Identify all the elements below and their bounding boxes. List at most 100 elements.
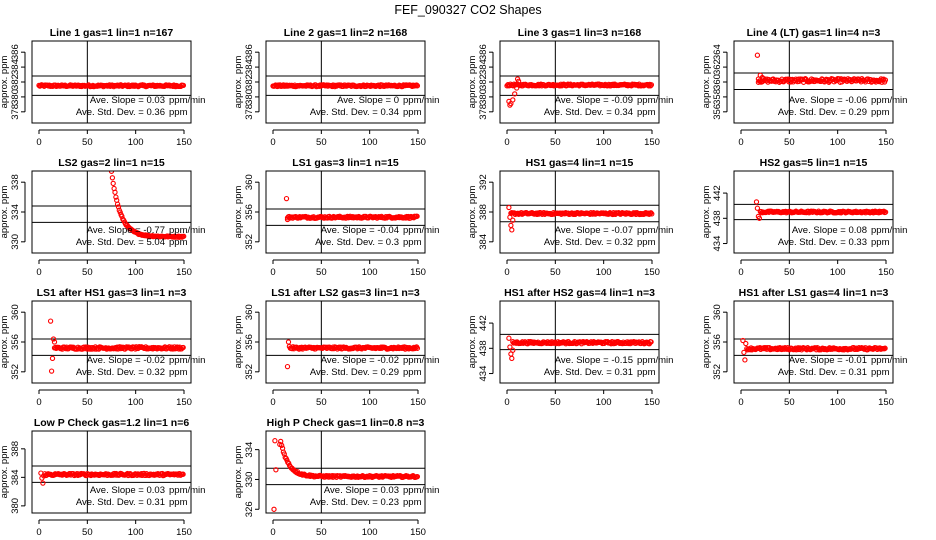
y-axis: 352 356 360 <box>244 174 260 250</box>
chart-panel: Low P Check gas=1.2 lin=1 n=6 Ave. Slope … <box>0 417 205 538</box>
panel-title: HS1 after HS2 gas=4 lin=1 n=3 <box>504 287 655 299</box>
slope-label: Ave. Slope = <box>555 95 609 106</box>
chart-panel: HS2 gas=5 lin=1 n=15 Ave. Slope = 0.08 ppm… <box>701 157 907 278</box>
data-point <box>506 204 512 211</box>
x-tick-label: 100 <box>128 137 144 148</box>
sd-value: 0.34 <box>378 107 399 118</box>
x-tick-label: 100 <box>596 267 612 278</box>
y-tick-label: 378 <box>10 104 21 120</box>
data-points <box>506 204 655 233</box>
x-tick-label: 100 <box>128 397 144 408</box>
x-tick-label: 0 <box>270 137 275 148</box>
x-tick-label: 50 <box>82 527 93 538</box>
x-axis: 0 50 100 150 <box>270 259 426 278</box>
data-point <box>273 467 279 473</box>
y-tick-label: 388 <box>478 204 489 220</box>
data-point <box>110 180 116 187</box>
y-tick-label: 434 <box>478 366 489 382</box>
x-tick-label: 100 <box>830 137 846 148</box>
y-tick-label: 380 <box>10 89 21 105</box>
x-tick-label: 150 <box>644 137 660 148</box>
sd-annotation: Ave. Std. Dev. = 0.36 <box>76 107 165 118</box>
x-tick-label: 50 <box>550 137 561 148</box>
chart-panel: LS1 after LS2 gas=3 lin=1 n=3 Ave. Slope … <box>233 287 439 408</box>
sd-unit: ppm <box>871 367 890 378</box>
data-point <box>414 345 421 351</box>
data-point <box>510 217 516 223</box>
data-point <box>285 339 292 345</box>
reference-lines <box>734 301 893 383</box>
x-tick-label: 150 <box>176 527 192 538</box>
sd-label: Ave. Std. Dev. = <box>310 367 378 378</box>
sd-annotation: Ave. Std. Dev. = 0.32 <box>544 237 633 248</box>
sd-annotation: Ave. Std. Dev. = 5.04 <box>76 237 165 248</box>
data-point <box>506 335 512 341</box>
x-tick-label: 50 <box>316 267 327 278</box>
data-point <box>99 16 103 20</box>
x-tick-label: 50 <box>550 397 561 408</box>
y-tick-label: 438 <box>712 210 723 226</box>
slope-unit: ppm/min <box>169 485 205 496</box>
x-tick-label: 0 <box>738 397 743 408</box>
y-axis-label: approx. ppm <box>0 446 10 499</box>
x-tick-label: 150 <box>878 267 894 278</box>
y-tick-label: 378 <box>478 104 489 120</box>
x-axis: 0 50 100 150 <box>738 389 894 408</box>
data-points <box>504 76 655 108</box>
data-point <box>510 347 516 353</box>
y-tick-label: 380 <box>478 89 489 105</box>
data-point <box>648 82 655 88</box>
slope-unit: ppm/min <box>871 225 907 236</box>
slope-annotation: Ave. Slope = 0.03 <box>324 485 399 496</box>
slope-unit: ppm/min <box>403 95 439 106</box>
x-tick-label: 150 <box>176 267 192 278</box>
data-point <box>112 189 118 195</box>
sd-label: Ave. Std. Dev. = <box>310 107 378 118</box>
x-tick-label: 100 <box>830 397 846 408</box>
slope-unit: ppm/min <box>169 355 205 366</box>
y-tick-label: 378 <box>244 104 255 120</box>
data-point <box>76 346 82 352</box>
y-axis: 352 356 360 <box>244 304 260 380</box>
x-tick-label: 150 <box>878 137 894 148</box>
y-tick-label: 356 <box>244 204 255 220</box>
panel-title: Line 1 gas=1 lin=1 n=167 <box>50 27 174 39</box>
y-tick-label: 438 <box>478 340 489 356</box>
plot-frame <box>265 300 426 384</box>
x-tick-label: 50 <box>316 397 327 408</box>
y-tick-label: 360 <box>244 174 255 190</box>
slope-annotation: Ave. Slope = -0.06 <box>789 95 867 106</box>
sd-value: 0.34 <box>612 107 633 118</box>
reference-lines <box>32 41 191 123</box>
data-point <box>743 340 749 347</box>
panel-title: LS2 gas=2 lin=1 n=15 <box>58 157 165 169</box>
panel-title: Line 4 (LT) gas=1 lin=4 n=3 <box>747 27 881 39</box>
chart-panel: LS1 after HS1 gas=3 lin=1 n=3 Ave. Slope … <box>0 287 205 408</box>
y-tick-label: 356 <box>10 334 21 350</box>
data-point <box>109 175 116 181</box>
y-axis-label: approx. ppm <box>233 446 244 499</box>
x-axis: 0 50 100 150 <box>36 519 192 538</box>
sd-annotation: Ave. Std. Dev. = 0.29 <box>778 107 867 118</box>
sd-value: 0.29 <box>378 367 399 378</box>
chart-panel: Line 4 (LT) gas=1 lin=4 n=3 Ave. Slope = … <box>701 27 907 148</box>
slope-annotation: Ave. Slope = -0.01 <box>789 355 867 366</box>
sd-value: 0.29 <box>846 107 867 118</box>
sd-unit: ppm <box>169 107 188 118</box>
y-axis: 380 384 388 <box>10 441 26 514</box>
panel-title: LS1 gas=3 lin=1 n=15 <box>292 157 399 169</box>
data-point <box>107 145 111 149</box>
data-points <box>99 16 187 240</box>
data-point <box>414 83 421 89</box>
slope-value: -0.02 <box>141 355 165 366</box>
sd-annotation: Ave. Std. Dev. = 0.34 <box>544 107 633 118</box>
data-point <box>510 97 516 103</box>
sd-unit: ppm <box>169 367 188 378</box>
x-tick-label: 150 <box>644 397 660 408</box>
y-axis-label: approx. ppm <box>233 186 244 239</box>
data-point <box>882 345 888 351</box>
slope-value: 0 <box>391 95 399 106</box>
y-tick-label: 442 <box>712 185 723 201</box>
slope-label: Ave. Slope = <box>321 355 375 366</box>
x-tick-label: 0 <box>36 397 41 408</box>
